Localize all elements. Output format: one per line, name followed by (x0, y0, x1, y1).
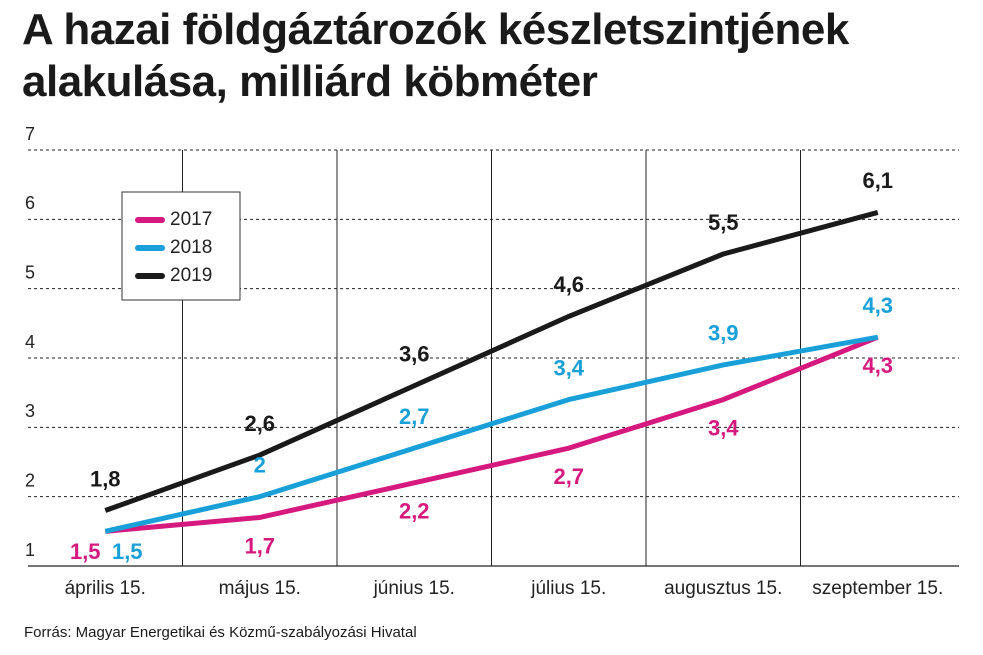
legend-label: 2017 (170, 209, 212, 230)
x-tick-label: május 15. (219, 578, 301, 599)
data-label: 5,5 (708, 210, 739, 235)
x-tick-label: április 15. (65, 578, 146, 599)
y-tick-label: 3 (25, 401, 35, 421)
data-label: 3,4 (708, 415, 739, 440)
y-tick-label: 2 (25, 470, 35, 490)
series-line (104, 209, 879, 513)
data-label: 2,7 (399, 404, 430, 429)
y-tick-label: 6 (25, 193, 35, 213)
series-line (104, 334, 879, 534)
legend-label: 2018 (170, 237, 212, 258)
y-tick-label: 4 (25, 332, 35, 352)
data-label: 3,6 (399, 342, 430, 367)
data-label: 2,2 (399, 499, 430, 524)
x-tick-label: augusztus 15. (664, 578, 782, 599)
y-tick-label: 1 (25, 540, 35, 560)
data-label: 1,8 (90, 466, 121, 491)
x-tick-label: szeptember 15. (812, 578, 943, 599)
data-label: 1,5 (70, 539, 101, 564)
data-label: 2,7 (553, 464, 584, 489)
data-label: 3,9 (708, 321, 739, 346)
data-label: 4,3 (862, 353, 893, 378)
data-label: 3,4 (553, 355, 584, 380)
source-note: Forrás: Magyar Energetikai és Közmű-szab… (24, 624, 417, 641)
y-tick-label: 5 (25, 262, 35, 282)
data-label: 2,6 (244, 411, 275, 436)
x-tick-label: július 15. (530, 578, 606, 599)
x-tick-label: június 15. (373, 578, 455, 599)
data-label: 4,3 (862, 293, 893, 318)
y-tick-label: 7 (25, 124, 35, 144)
data-label: 1,7 (244, 533, 275, 558)
legend-label: 2019 (170, 265, 212, 286)
series-line (105, 334, 879, 534)
data-label: 6,1 (862, 168, 893, 193)
data-label: 4,6 (553, 272, 584, 297)
chart-title: A hazai földgáztározók készletszintjének… (22, 5, 849, 106)
data-label: 2 (254, 452, 266, 477)
legend: 2017 2018 2019 (121, 191, 241, 301)
data-label: 1,5 (112, 539, 143, 564)
